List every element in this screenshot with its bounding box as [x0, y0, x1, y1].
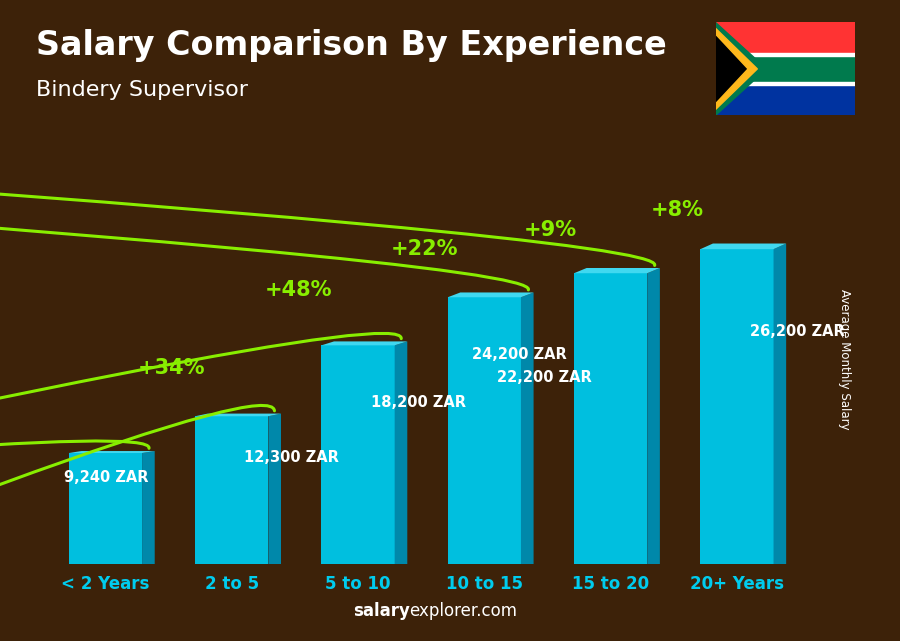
Polygon shape [142, 451, 155, 564]
Bar [716, 53, 855, 56]
Polygon shape [716, 22, 767, 115]
Polygon shape [647, 268, 660, 564]
Polygon shape [773, 244, 787, 564]
Bar [716, 69, 855, 115]
Text: salary: salary [353, 603, 410, 620]
Polygon shape [716, 28, 758, 110]
Text: 12,300 ZAR: 12,300 ZAR [245, 450, 339, 465]
Polygon shape [521, 292, 534, 564]
Text: +34%: +34% [138, 358, 205, 378]
Bar [716, 55, 855, 83]
Text: 24,200 ZAR: 24,200 ZAR [472, 347, 566, 362]
Polygon shape [321, 342, 408, 345]
Polygon shape [700, 244, 787, 249]
Text: Salary Comparison By Experience: Salary Comparison By Experience [36, 29, 667, 62]
Text: 26,200 ZAR: 26,200 ZAR [750, 324, 844, 338]
Polygon shape [447, 292, 534, 297]
Text: Average Monthly Salary: Average Monthly Salary [838, 288, 850, 429]
Text: 9,240 ZAR: 9,240 ZAR [64, 470, 148, 485]
Bar [716, 22, 855, 69]
Text: +48%: +48% [265, 279, 332, 299]
Polygon shape [195, 413, 281, 416]
Text: +9%: +9% [524, 220, 577, 240]
Text: 22,200 ZAR: 22,200 ZAR [497, 370, 591, 385]
Bar [574, 273, 647, 564]
Text: 18,200 ZAR: 18,200 ZAR [371, 395, 465, 410]
Polygon shape [268, 413, 281, 564]
Bar [68, 453, 142, 564]
Bar [195, 416, 268, 564]
Bar [716, 81, 855, 85]
Bar [321, 345, 395, 564]
Polygon shape [716, 34, 748, 104]
Text: Bindery Supervisor: Bindery Supervisor [36, 80, 248, 100]
Bar [447, 297, 521, 564]
Polygon shape [574, 268, 660, 273]
Text: explorer.com: explorer.com [410, 603, 518, 620]
Polygon shape [68, 451, 155, 453]
Text: +8%: +8% [651, 201, 704, 221]
Text: +22%: +22% [391, 239, 458, 259]
Polygon shape [395, 342, 408, 564]
Bar [700, 249, 773, 564]
